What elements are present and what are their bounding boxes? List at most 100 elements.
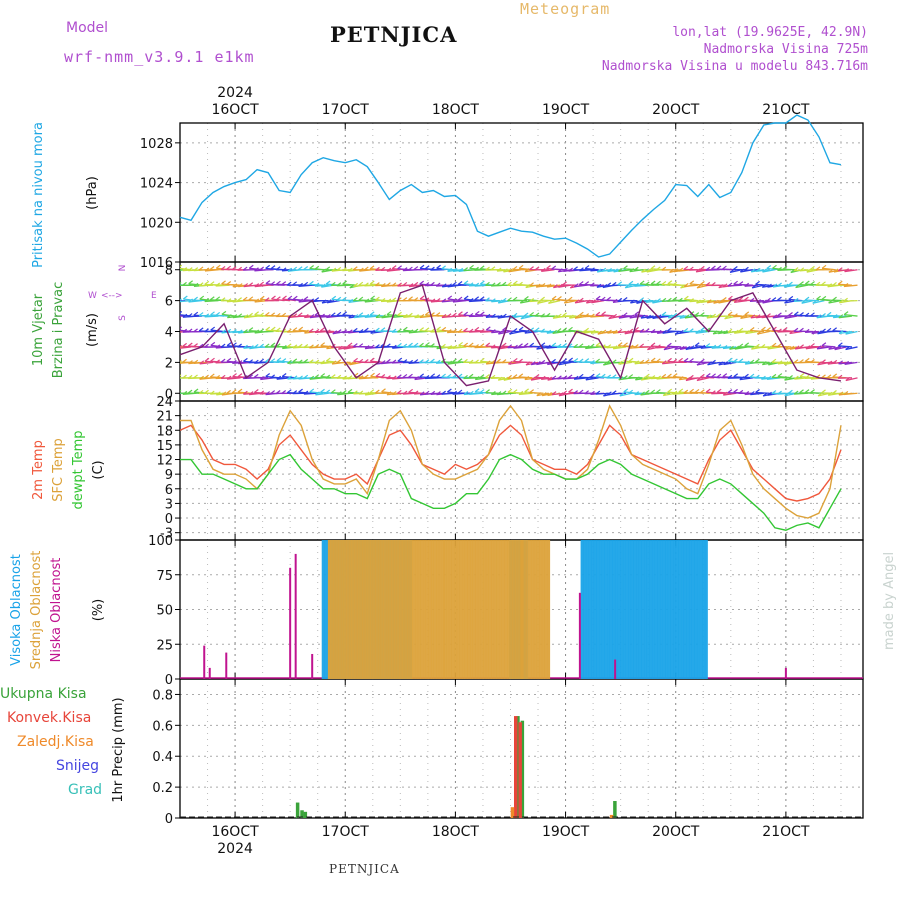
wind-arrow-head [744, 373, 749, 378]
wind-arrow-head [352, 266, 358, 271]
wind-arrow-head [447, 360, 453, 365]
wind-arrow-head [815, 281, 821, 286]
wind-arrow-head [624, 284, 630, 289]
wind-arrow-head [556, 328, 562, 333]
wind-arrow-head [640, 391, 645, 396]
wind-arrow-head [182, 358, 187, 363]
wind-arrow-head [650, 280, 656, 285]
wind-arrow-head [490, 266, 496, 271]
wind-arrow-head [391, 265, 397, 270]
cloud-bar-0 [591, 540, 595, 679]
wind-arrow-head [640, 314, 646, 319]
wind-arrow-head [644, 359, 650, 364]
wind-arrow [298, 299, 313, 303]
wind-arrow-head [799, 373, 805, 377]
cloud-bar-1 [512, 540, 516, 679]
wind-arrow-field [166, 264, 858, 397]
wind-arrow-head [325, 389, 331, 394]
cloud-bar-1 [401, 540, 405, 679]
wind-arrow [784, 315, 798, 319]
wind-arrow-head [226, 265, 232, 270]
wind-arrow-head [551, 391, 557, 396]
wind-arrow [650, 330, 665, 334]
cloud-bar-1 [396, 540, 400, 679]
wind-arrow-head [821, 389, 826, 394]
wind-arrow [590, 330, 605, 334]
wind-arrow-head [496, 358, 501, 363]
wind-arrow-head [215, 282, 221, 287]
day-label-bottom: 18OCT [432, 824, 480, 840]
wind-arrow-head [259, 281, 264, 286]
wind-arrow-head [711, 359, 716, 364]
wind-arrow-head [705, 343, 711, 348]
wind-arrow-head [689, 358, 694, 363]
wind-arrow-head [375, 282, 380, 287]
cloud-bar-0 [585, 540, 589, 679]
wind-arrow-head [683, 282, 689, 287]
wind-arrow-head [221, 310, 227, 315]
wind-arrow-head [253, 359, 259, 364]
wind-arrow-head [321, 299, 327, 304]
wind-arrow [656, 361, 671, 364]
compass-n: N [118, 265, 128, 272]
wind-arrow-head [529, 389, 535, 394]
wind-arrow-head [265, 391, 270, 396]
wind-arrow-head [231, 266, 237, 271]
wind-arrow-head [380, 374, 386, 378]
wind-arrow-head [292, 390, 298, 395]
wind-arrow-head [430, 328, 435, 333]
day-label-top: 20OCT [652, 102, 700, 118]
wind-arrow-head [749, 359, 755, 364]
wind-arrow-head [562, 312, 567, 317]
wind-arrow-head [276, 375, 282, 380]
wind-arrow-head [248, 264, 254, 269]
wind-arrow [634, 314, 649, 317]
wind-arrow-head [678, 388, 684, 393]
wind-arrow-head [353, 282, 359, 287]
wind-arrow-head [424, 265, 430, 270]
wind-arrow-head [441, 283, 447, 288]
wind-arrow-head [672, 281, 678, 286]
wind-arrow-head [662, 329, 667, 334]
wind-arrow-head [243, 357, 248, 362]
wind-arrow-head [584, 281, 590, 286]
wind-arrow-head [198, 327, 204, 332]
wind-arrow-head [558, 283, 563, 288]
wind-arrow-head [458, 311, 463, 316]
wind-arrow-head [342, 267, 347, 272]
wind-arrow-head [711, 344, 717, 349]
wind-arrow-head [248, 312, 253, 317]
wind-arrow-head [821, 328, 826, 333]
wind-arrow-head [529, 266, 534, 271]
wind-arrow-head [166, 313, 170, 316]
wind-arrow-head [435, 312, 441, 317]
wind-arrow-head [810, 359, 815, 363]
wind-arrow-head [523, 312, 529, 317]
wind-arrow-head [204, 313, 210, 318]
wind-arrow-head [606, 374, 612, 379]
wind-arrow-head [727, 374, 733, 379]
wind-arrow-head [545, 312, 551, 317]
cloud-bar-1 [436, 540, 440, 679]
wind-arrow-head [623, 265, 628, 270]
wind-arrow-head [193, 282, 199, 287]
wind-arrow [537, 299, 550, 304]
wind-arrow-head [534, 327, 540, 332]
temp-side-label-1: 2m Temp [31, 440, 46, 500]
wind-arrow-head [292, 375, 298, 380]
wind-arrow-head [243, 329, 248, 334]
wind-arrow [386, 269, 401, 272]
wind-arrow-head [595, 342, 601, 347]
wind-arrow-head [331, 295, 337, 300]
wind-arrow-head [298, 282, 303, 287]
wind-arrow-head [187, 374, 193, 379]
y-tick-label: 50 [156, 604, 173, 619]
wind-arrow-head [391, 282, 397, 287]
wind-arrow-head [232, 283, 238, 288]
wind-arrow-head [613, 268, 618, 273]
wind-arrow-head [655, 266, 661, 271]
wind-arrow-head [452, 328, 457, 333]
wind-arrow [579, 299, 594, 302]
wind-arrow-head [611, 359, 617, 364]
wind-arrow-head [634, 282, 639, 287]
